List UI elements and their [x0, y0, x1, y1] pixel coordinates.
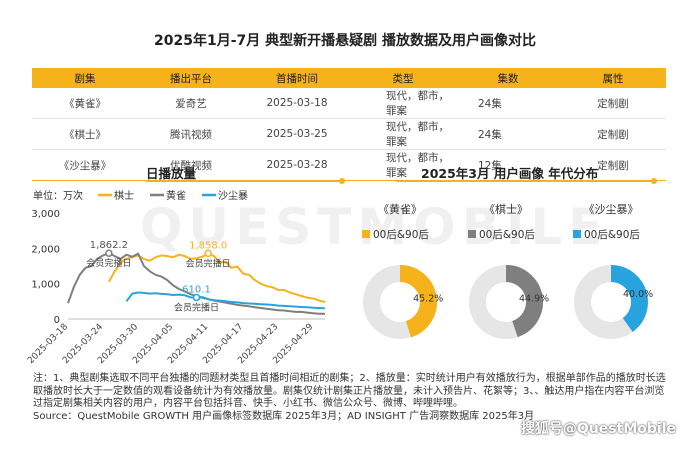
peak-marker [204, 249, 212, 258]
y-tick-label: 0 [54, 315, 60, 326]
table-cell: 12集 [456, 149, 560, 181]
donut-slice [610, 265, 648, 332]
donut-legend-swatch [468, 230, 476, 238]
peak-value-label: 1,862.2 [90, 240, 128, 251]
y-tick-label: 2,000 [31, 244, 60, 255]
series-line-沙尘暴 [125, 291, 326, 310]
completion-day-label: 会员完播日 [86, 257, 131, 269]
donut-legend-swatch [573, 230, 581, 238]
table-cell: 爱奇艺 [138, 88, 244, 119]
watermark: QUESTMOBILE [140, 198, 609, 256]
peak-value-label: 610.1 [182, 284, 211, 295]
table-header-cell: 首播时间 [244, 68, 350, 88]
table-cell: 《棋士》 [32, 118, 138, 150]
footnote: 注：1、典型剧集选取不同平台独播的同题材类型且首播时间相近的剧集；2、播放量：实… [33, 373, 673, 423]
section-underline-dot [339, 178, 345, 184]
table-cell: 24集 [456, 118, 560, 150]
table-cell: 2025-03-25 [244, 118, 350, 150]
y-tick-label: 3,000 [31, 209, 60, 220]
section-underline [396, 181, 654, 182]
table-cell: 24集 [456, 88, 560, 119]
table-header-cell: 剧集 [32, 68, 138, 88]
table-cell: 定制剧 [560, 118, 666, 150]
daily-plays-line-chart: 单位：万次 棋士 黄雀 沙尘暴01,0002,0003,0002025-03-1820… [26, 189, 326, 366]
table-row: 《黄雀》 爱奇艺 2025-03-18 现代，都市，罪案 24集 定制剧 [32, 88, 666, 119]
table-cell: 优酷视频 [138, 149, 244, 181]
peak-marker [105, 249, 113, 257]
table-cell: 2025-03-18 [244, 88, 350, 119]
table-cell: 《黄雀》 [32, 88, 138, 119]
donut-title: 《黄雀》 [378, 202, 422, 216]
legend-label: 黄雀 [166, 189, 186, 202]
source-text: Source：QuestMobile GROWTH 用户画像标签数据库 2025… [33, 410, 535, 422]
table-cell: 现代，都市，罪案 [350, 149, 456, 181]
table-cell: 现代，都市，罪案 [350, 118, 456, 150]
publisher-stamp: 搜狐号@QuestMobile [520, 421, 676, 437]
table-cell: 《沙尘暴》 [32, 149, 138, 181]
donut-slice [399, 265, 437, 338]
drama-info-table: 剧集 播出平台 首播时间 类型 集数 属性 《黄雀》 爱奇艺 2025-03-1… [32, 68, 666, 181]
donut-legend-label: 00后&90后 [373, 229, 429, 241]
donut-legend-swatch [362, 230, 370, 238]
legend-label: 棋士 [114, 189, 134, 202]
donut-slice [505, 265, 543, 338]
section-underline [146, 181, 342, 182]
series-line-棋士 [108, 252, 326, 303]
page-title: 2025年1月-7月 典型新开播悬疑剧 播放数据及用户画像对比 [153, 33, 536, 49]
line-chart-title: 日播放量 [146, 166, 197, 181]
donut-title: 《沙尘暴》 [584, 203, 639, 216]
completion-day-label: 会员完播日 [174, 301, 219, 313]
donut-value-label: 45.2% [413, 294, 443, 305]
donut-legend-label: 00后&90后 [584, 229, 640, 241]
donut-section-title: 2025年3月 用户画像 年代分布 [421, 166, 599, 181]
completion-day-label: 会员完播日 [186, 257, 231, 269]
donut-title: 《棋士》 [484, 202, 528, 216]
table-cell: 腾讯视频 [138, 118, 244, 150]
table-cell: 定制剧 [560, 149, 666, 181]
table-cell: 定制剧 [560, 88, 666, 119]
section-underline-dot [651, 178, 657, 184]
age-donut-charts: 《黄雀》 00后&90后 45.2% 《棋士》 00后&90后 44.9% 《沙尘暴》 00后… [362, 202, 653, 339]
table-row: 《棋士》 腾讯视频 2025-03-25 现代，都市，罪案 24集 定制剧 [32, 118, 666, 150]
y-tick-label: 1,000 [31, 280, 60, 291]
table-cell: 现代，都市，罪案 [350, 88, 456, 119]
legend-label: 沙尘暴 [218, 190, 248, 202]
table-header-cell: 类型 [350, 68, 456, 88]
table-header-cell: 播出平台 [138, 68, 244, 88]
table-header-cell: 集数 [456, 68, 560, 88]
donut-legend-label: 00后&90后 [479, 229, 535, 241]
donut-value-label: 44.9% [519, 294, 549, 305]
table-cell: 2025-03-28 [244, 149, 350, 181]
unit-label: 单位：万次 [33, 189, 83, 202]
table-row: 《沙尘暴》 优酷视频 2025-03-28 现代，都市，罪案 12集 定制剧 [32, 149, 666, 181]
footnote-text: 注：1、典型剧集选取不同平台独播的同题材类型且首播时间相近的剧集；2、播放量：实… [33, 373, 666, 409]
table-header-row: 剧集 播出平台 首播时间 类型 集数 属性 [32, 68, 666, 88]
donut-value-label: 40.0% [623, 289, 653, 300]
table-header-cell: 属性 [560, 68, 666, 88]
peak-value-label: 1,858.0 [189, 240, 227, 251]
peak-marker [192, 293, 201, 302]
